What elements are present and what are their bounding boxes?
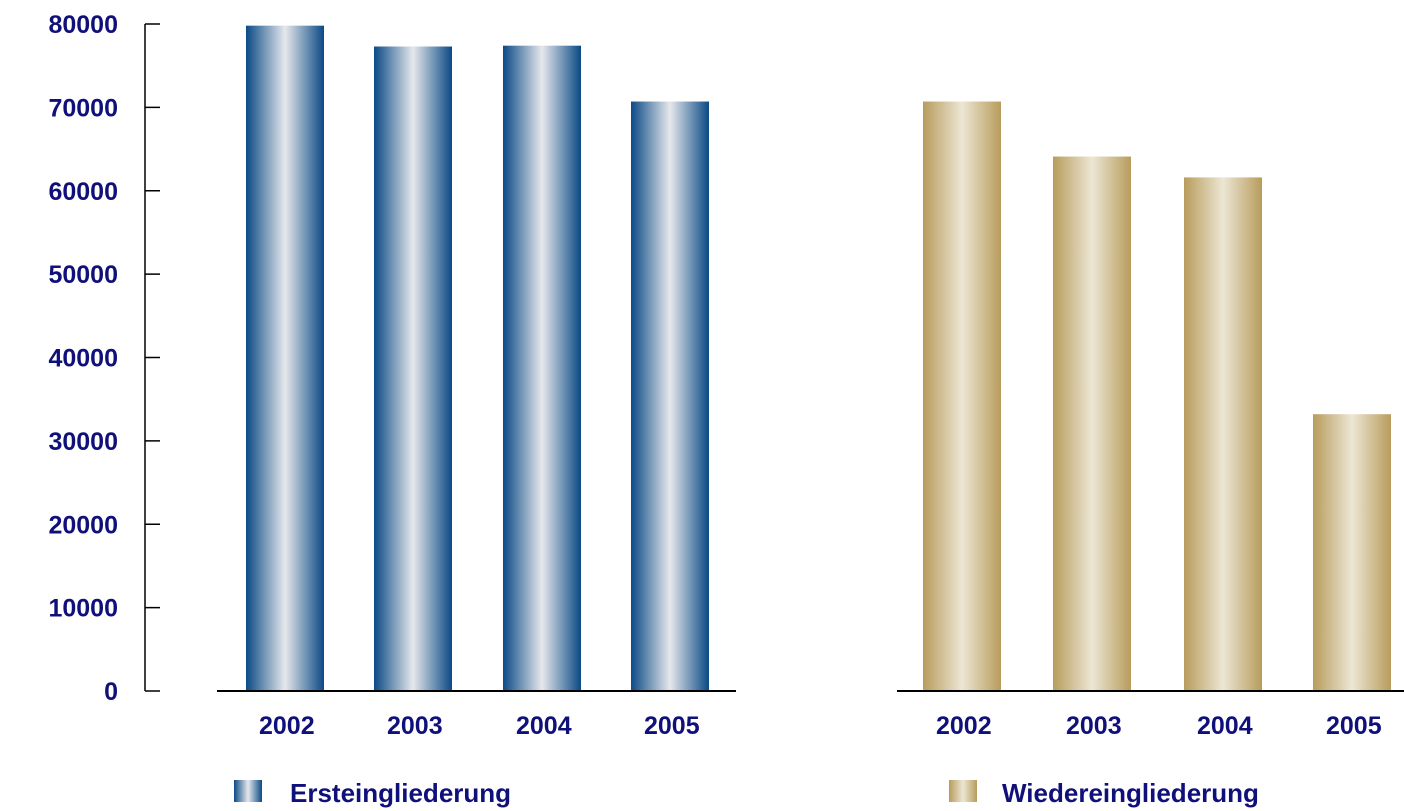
y-tick-label: 70000: [48, 94, 118, 122]
chart-panel-wiedereingliederung: 2002 2003 2004 2005: [897, 101, 1404, 740]
bar: [1053, 156, 1131, 691]
y-tick-label: 40000: [48, 345, 118, 373]
y-tick-label: 30000: [48, 428, 118, 456]
y-tick-label: 20000: [48, 511, 118, 539]
bar: [503, 45, 581, 692]
x-tick-label: 2002: [259, 712, 315, 740]
x-tick-label: 2004: [1197, 712, 1253, 740]
x-tick-label: 2005: [1326, 712, 1382, 740]
legend-wiedereingliederung: Wiedereingliederung: [949, 778, 1259, 808]
x-tick-label: 2002: [936, 712, 992, 740]
bar: [1184, 177, 1262, 691]
x-tick-label: 2004: [516, 712, 572, 740]
bar: [246, 25, 324, 692]
bar: [374, 46, 452, 692]
y-tick-label: 50000: [48, 261, 118, 289]
legend-label: Ersteingliederung: [290, 778, 511, 808]
chart-panel-ersteingliederung: 2002 2003 2004 2005: [217, 25, 736, 740]
x-tick-label: 2003: [1066, 712, 1122, 740]
x-tick-label: 2005: [644, 712, 700, 740]
legend-label: Wiedereingliederung: [1002, 778, 1259, 808]
y-axis: 0 10000 20000 30000 40000 50000 60000 70000 8000…: [48, 11, 160, 706]
bar: [1313, 414, 1391, 691]
y-tick-label: 60000: [48, 178, 118, 206]
y-tick-label: 10000: [48, 595, 118, 623]
legend-swatch: [949, 780, 977, 802]
y-tick-label: 80000: [48, 11, 118, 39]
y-tick-label: 0: [104, 678, 118, 706]
bar: [923, 101, 1001, 691]
bar: [631, 101, 709, 691]
legend-ersteingliederung: Ersteingliederung: [234, 778, 511, 808]
x-tick-label: 2003: [387, 712, 443, 740]
legend-swatch: [234, 780, 262, 802]
